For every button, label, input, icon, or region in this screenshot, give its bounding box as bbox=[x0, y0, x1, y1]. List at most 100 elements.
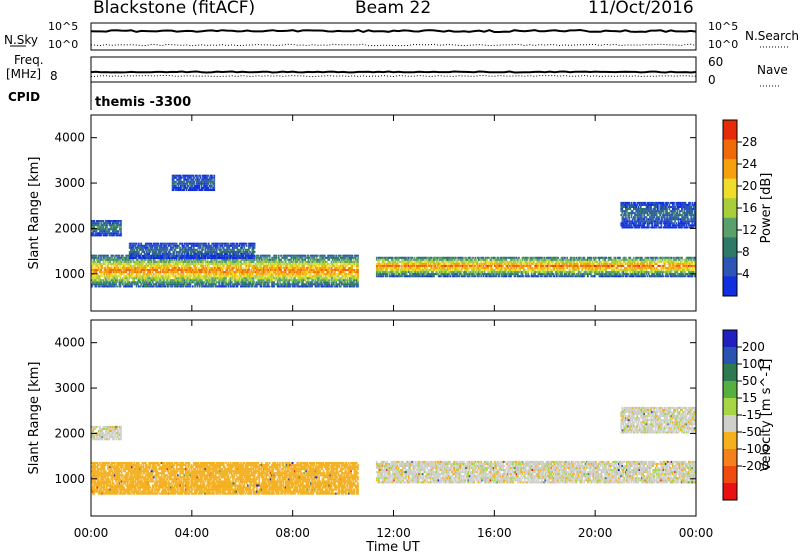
heatmap-cell bbox=[117, 267, 120, 270]
heatmap-cell bbox=[190, 176, 192, 179]
heatmap-cell bbox=[161, 264, 163, 267]
heatmap-cell bbox=[104, 281, 107, 284]
heatmap-cell bbox=[305, 273, 308, 276]
heatmap-cell bbox=[197, 252, 200, 255]
heatmap-cell bbox=[300, 269, 303, 272]
heatmap-cell bbox=[315, 256, 318, 259]
heatmap-cell bbox=[102, 226, 105, 229]
heatmap-cell bbox=[183, 182, 185, 185]
heatmap-cell bbox=[402, 269, 404, 272]
heatmap-cell bbox=[186, 244, 188, 247]
heatmap-cell bbox=[312, 271, 315, 274]
heatmap-cell bbox=[420, 275, 423, 278]
heatmap-cell bbox=[193, 258, 195, 261]
heatmap-cell bbox=[166, 275, 169, 278]
heatmap-cell bbox=[222, 248, 225, 251]
heatmap-cell bbox=[315, 258, 318, 261]
heatmap-cell bbox=[243, 275, 246, 278]
heatmap-cell bbox=[398, 273, 401, 276]
heatmap-cell bbox=[196, 271, 199, 274]
heatmap-cell bbox=[165, 246, 168, 249]
heatmap-cell bbox=[319, 281, 321, 284]
heatmap-cell bbox=[255, 285, 257, 288]
heatmap-cell bbox=[266, 279, 269, 282]
heatmap-cell bbox=[198, 182, 201, 185]
heatmap-cell bbox=[342, 269, 344, 272]
heatmap-cell bbox=[338, 267, 341, 270]
heatmap-cell bbox=[250, 283, 253, 286]
heatmap-cell bbox=[178, 275, 180, 278]
heatmap-cell bbox=[350, 256, 352, 259]
heatmap-cell bbox=[424, 262, 426, 265]
heatmap-cell bbox=[296, 267, 299, 270]
heatmap-cell bbox=[151, 275, 154, 278]
heatmap-cell bbox=[252, 275, 255, 278]
heatmap-cell bbox=[385, 273, 387, 276]
heatmap-cell bbox=[424, 271, 426, 274]
heatmap-cell bbox=[256, 256, 258, 259]
heatmap-cell bbox=[300, 271, 303, 274]
heatmap-cell bbox=[289, 275, 292, 278]
heatmap-cell bbox=[266, 275, 269, 278]
heatmap-cell bbox=[222, 273, 225, 276]
heatmap-cell bbox=[304, 273, 307, 276]
heatmap-cell bbox=[128, 269, 131, 272]
heatmap-cell bbox=[136, 281, 139, 284]
heatmap-cell bbox=[302, 267, 304, 270]
heatmap-cell bbox=[159, 260, 162, 263]
heatmap-cell bbox=[258, 273, 261, 276]
heatmap-cell bbox=[135, 246, 138, 249]
heatmap-cell bbox=[344, 279, 347, 282]
heatmap-cell bbox=[310, 277, 312, 280]
heatmap-cell bbox=[205, 281, 208, 284]
heatmap-cell bbox=[220, 283, 223, 286]
heatmap-cell bbox=[96, 234, 99, 237]
heatmap-cell bbox=[330, 281, 333, 284]
heatmap-cell bbox=[352, 262, 355, 265]
heatmap-cell bbox=[266, 256, 269, 259]
heatmap-cell bbox=[158, 246, 161, 249]
heatmap-cell bbox=[335, 264, 338, 267]
heatmap-cell bbox=[435, 260, 438, 263]
heatmap-cell bbox=[390, 275, 393, 278]
heatmap-cell bbox=[471, 260, 473, 263]
heatmap-cell bbox=[320, 254, 323, 257]
heatmap-cell bbox=[398, 260, 401, 263]
heatmap-cell bbox=[164, 248, 167, 251]
heatmap-cell bbox=[191, 255, 194, 258]
heatmap-cell bbox=[149, 273, 152, 276]
heatmap-cell bbox=[286, 273, 288, 276]
heatmap-cell bbox=[245, 277, 248, 280]
heatmap-cell bbox=[344, 262, 347, 265]
heatmap-cell bbox=[125, 254, 128, 257]
heatmap-cell bbox=[402, 267, 404, 270]
heatmap-cell bbox=[224, 260, 226, 263]
heatmap-cell bbox=[418, 260, 421, 263]
heatmap-cell bbox=[156, 279, 159, 282]
heatmap-cell bbox=[290, 260, 293, 263]
heatmap-cell bbox=[234, 264, 237, 267]
heatmap-cell bbox=[409, 262, 411, 265]
heatmap-cell bbox=[263, 256, 265, 259]
heatmap-cell bbox=[172, 178, 175, 181]
heatmap-cell bbox=[249, 262, 252, 265]
heatmap-cell bbox=[240, 242, 242, 245]
heatmap-cell bbox=[297, 275, 300, 278]
heatmap-cell bbox=[238, 277, 241, 280]
heatmap-cell bbox=[220, 262, 223, 265]
heatmap-cell bbox=[352, 269, 355, 272]
heatmap-cell bbox=[251, 279, 254, 282]
heatmap-cell bbox=[319, 256, 321, 259]
heatmap-cell bbox=[320, 269, 323, 272]
heatmap-cell bbox=[234, 271, 237, 274]
heatmap-cell bbox=[140, 252, 143, 255]
nave-label: Nave bbox=[757, 63, 788, 77]
heatmap-cell bbox=[126, 285, 129, 288]
heatmap-cell bbox=[96, 281, 99, 284]
heatmap-cell bbox=[179, 255, 181, 258]
heatmap-cell bbox=[425, 262, 427, 265]
heatmap-cell bbox=[101, 279, 104, 282]
heatmap-cell bbox=[194, 269, 196, 272]
heatmap-cell bbox=[427, 258, 430, 261]
heatmap-cell bbox=[478, 258, 480, 261]
